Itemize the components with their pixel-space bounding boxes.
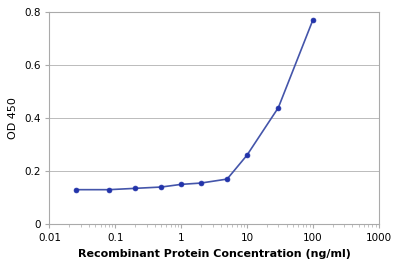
Y-axis label: OD 450: OD 450 [8,97,18,139]
X-axis label: Recombinant Protein Concentration (ng/ml): Recombinant Protein Concentration (ng/ml… [78,249,350,259]
